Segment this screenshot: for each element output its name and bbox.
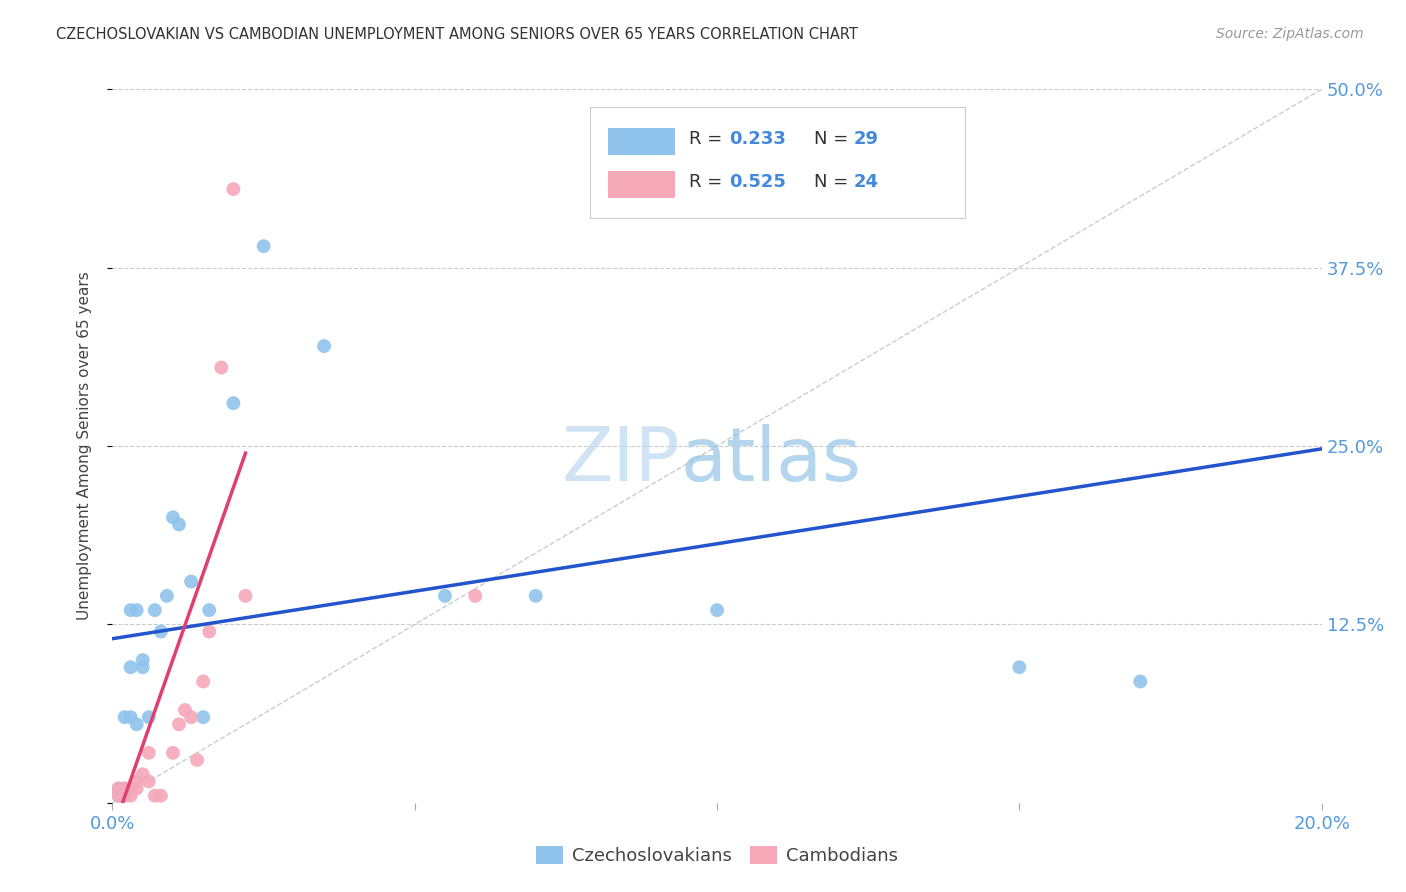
Bar (609, 170, 675, 198)
FancyBboxPatch shape (591, 107, 965, 218)
Point (138, 774, 160, 789)
Point (235, 589, 257, 603)
Point (433, 589, 456, 603)
Point (125, 781, 148, 796)
Point (162, 510, 184, 524)
Point (706, 603, 728, 617)
Y-axis label: Unemployment Among Seniors over 65 years: Unemployment Among Seniors over 65 years (77, 272, 91, 620)
Point (524, 589, 547, 603)
Point (149, 624, 172, 639)
Text: 24: 24 (853, 173, 879, 191)
Text: 29: 29 (853, 130, 879, 148)
Text: 0.233: 0.233 (730, 130, 786, 148)
Legend: Czechoslovakians, Cambodians: Czechoslovakians, Cambodians (529, 838, 905, 872)
Point (114, 710, 136, 724)
Text: Source: ZipAtlas.com: Source: ZipAtlas.com (1216, 27, 1364, 41)
Point (120, 603, 142, 617)
Point (114, 781, 136, 796)
Text: R =: R = (689, 130, 728, 148)
Point (174, 703, 197, 717)
Point (125, 774, 148, 789)
Point (114, 781, 136, 796)
Point (132, 653, 155, 667)
Point (107, 789, 129, 803)
Point (186, 753, 208, 767)
Point (138, 746, 160, 760)
Text: 0.525: 0.525 (730, 173, 786, 191)
Text: atlas: atlas (681, 424, 862, 497)
Point (180, 574, 202, 589)
Point (143, 603, 166, 617)
Point (138, 710, 160, 724)
Point (125, 717, 148, 731)
Point (314, 339, 336, 353)
Point (114, 789, 136, 803)
Point (156, 589, 179, 603)
Point (464, 589, 486, 603)
Bar (609, 128, 675, 155)
Point (125, 603, 148, 617)
Point (253, 239, 276, 253)
Point (1129, 674, 1152, 689)
Text: CZECHOSLOVAKIAN VS CAMBODIAN UNEMPLOYMENT AMONG SENIORS OVER 65 YEARS CORRELATIO: CZECHOSLOVAKIAN VS CAMBODIAN UNEMPLOYMEN… (56, 27, 858, 42)
Point (107, 781, 129, 796)
Point (120, 660, 142, 674)
Point (191, 710, 214, 724)
Point (120, 710, 142, 724)
Point (107, 789, 129, 803)
Point (1008, 660, 1031, 674)
Point (222, 182, 245, 196)
Text: N =: N = (814, 173, 853, 191)
Point (162, 746, 184, 760)
Point (114, 789, 136, 803)
Point (107, 781, 129, 796)
Point (167, 717, 190, 731)
Text: ZIP: ZIP (562, 424, 681, 497)
Point (198, 603, 221, 617)
Text: N =: N = (814, 130, 853, 148)
Point (132, 767, 155, 781)
Point (191, 674, 214, 689)
Point (209, 360, 232, 375)
Point (120, 789, 142, 803)
Point (180, 710, 202, 724)
Point (149, 789, 172, 803)
Point (143, 789, 166, 803)
Point (222, 396, 245, 410)
Point (120, 781, 142, 796)
Text: R =: R = (689, 173, 728, 191)
Point (198, 624, 221, 639)
Point (132, 660, 155, 674)
Point (167, 517, 190, 532)
